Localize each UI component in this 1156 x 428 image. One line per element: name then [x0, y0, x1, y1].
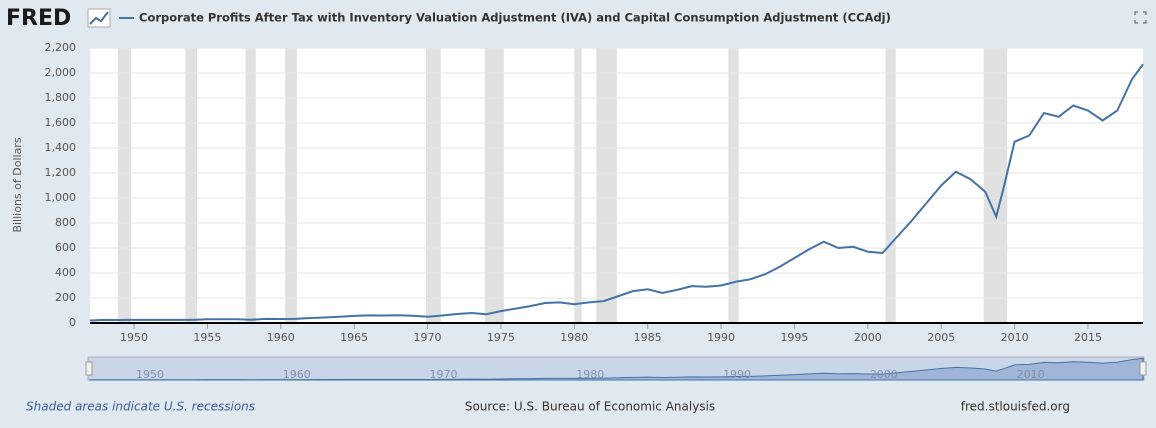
- recession-band: [574, 48, 582, 323]
- x-tick-label: 1995: [780, 331, 808, 344]
- recession-band: [596, 48, 617, 323]
- x-tick-label: 1955: [193, 331, 221, 344]
- logo-icon-line: [89, 11, 109, 25]
- navigator-handle-right[interactable]: [1139, 361, 1147, 376]
- recession-band: [983, 48, 1008, 323]
- x-tick-label: 1965: [340, 331, 368, 344]
- y-axis-label: Billions of Dollars: [11, 137, 24, 232]
- site[interactable]: fred.stlouisfed.org: [961, 400, 1070, 414]
- navigator-area: [89, 357, 1144, 381]
- y-tick-label: 1,400: [45, 141, 77, 154]
- x-tick-label: 1975: [487, 331, 515, 344]
- navigator-label: 1950: [136, 368, 164, 381]
- recession-band: [285, 48, 297, 323]
- y-tick-label: 1,000: [45, 191, 77, 204]
- logo: FRED: [6, 6, 71, 31]
- recession-band: [185, 48, 198, 323]
- y-tick-label: 800: [55, 216, 76, 229]
- x-tick-label: 1980: [560, 331, 588, 344]
- y-tick-label: 1,200: [45, 166, 77, 179]
- recession-band: [728, 48, 739, 323]
- navigator-label: 1980: [576, 368, 604, 381]
- x-tick-label: 1970: [414, 331, 442, 344]
- recession-note[interactable]: Shaded areas indicate U.S. recessions: [26, 400, 255, 414]
- y-tick-label: 200: [55, 291, 76, 304]
- x-tick-label: 1985: [634, 331, 662, 344]
- x-tick-label: 1960: [267, 331, 295, 344]
- recession-band: [426, 48, 441, 323]
- x-tick-label: 1950: [120, 331, 148, 344]
- series-line: [89, 63, 1144, 322]
- navigator-label: 1960: [283, 368, 311, 381]
- recession-band: [117, 48, 132, 323]
- legend-label[interactable]: Corporate Profits After Tax with Invento…: [139, 11, 891, 25]
- y-tick-label: 2,200: [45, 41, 77, 54]
- x-tick-label: 2000: [854, 331, 882, 344]
- y-tick-label: 1,600: [45, 116, 77, 129]
- navigator-label: 2000: [870, 368, 898, 381]
- x-tick-label: 2010: [1001, 331, 1029, 344]
- recession-band: [484, 48, 504, 323]
- source: Source: U.S. Bureau of Economic Analysis: [465, 400, 715, 414]
- y-tick-label: 0: [69, 316, 76, 329]
- y-tick-label: 2,000: [45, 66, 77, 79]
- y-tick-label: 600: [55, 241, 76, 254]
- navigator-handle-left[interactable]: [85, 361, 93, 376]
- fullscreen-icon[interactable]: [1134, 11, 1147, 24]
- recession-band: [245, 48, 256, 323]
- navigator-label: 2010: [1017, 368, 1045, 381]
- navigator-label: 1990: [723, 368, 751, 381]
- navigator-label: 1970: [430, 368, 458, 381]
- x-tick-label: 2015: [1074, 331, 1102, 344]
- logo-icon: [87, 8, 111, 28]
- x-tick-label: 2005: [927, 331, 955, 344]
- recession-band: [885, 48, 896, 323]
- y-tick-label: 1,800: [45, 91, 77, 104]
- x-tick-label: 1990: [707, 331, 735, 344]
- y-tick-label: 400: [55, 266, 76, 279]
